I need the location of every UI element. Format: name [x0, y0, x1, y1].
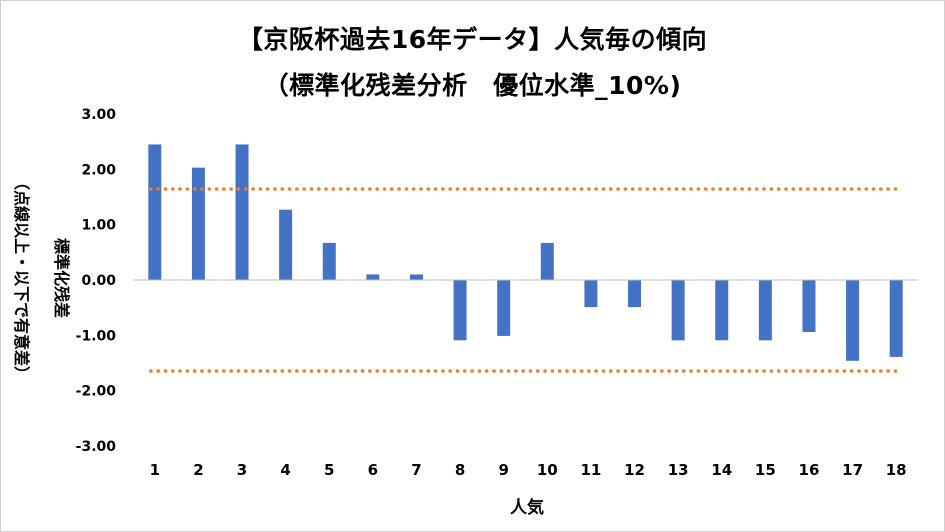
chart-subtitle: （標準化残差分析 優位水準_10%): [263, 71, 682, 100]
y-tick-label: 0.00: [81, 273, 116, 289]
bar: [191, 167, 205, 280]
x-axis-label: 人気: [510, 497, 544, 518]
x-tick-label: 7: [411, 461, 421, 479]
y-tick-label: 2.00: [81, 162, 116, 178]
bar: [409, 274, 423, 280]
bar: [889, 280, 903, 357]
y-tick-label: 3.00: [81, 107, 116, 123]
x-tick-label: 2: [193, 461, 203, 479]
x-tick-label: 14: [711, 461, 732, 479]
chart-title: 【京阪杯過去16年データ】人気毎の傾向: [237, 25, 708, 54]
bar: [366, 274, 380, 280]
bar: [322, 242, 336, 280]
bar: [540, 242, 554, 280]
bar: [671, 280, 685, 341]
y-axis-label-group: 標準化残差 （点線以上・以下で有意差）: [12, 174, 71, 382]
y-tick-label: -1.00: [76, 328, 117, 344]
x-tick-label: 6: [368, 461, 378, 479]
x-tick-label: 5: [324, 461, 334, 479]
x-tick-label: 4: [280, 461, 290, 479]
x-tick-label: 13: [668, 461, 689, 479]
bar: [846, 280, 860, 361]
x-tick-label: 3: [237, 461, 247, 479]
bar: [628, 280, 642, 308]
x-tick-label: 1: [150, 461, 160, 479]
y-tick-label: -3.00: [76, 439, 117, 455]
bar: [235, 144, 249, 280]
bar: [715, 280, 729, 341]
bar: [497, 280, 511, 336]
bar: [758, 280, 772, 341]
bar: [279, 209, 293, 280]
x-tick-label: 18: [886, 461, 907, 479]
x-tick-label: 9: [498, 461, 508, 479]
x-tick-label: 10: [537, 461, 558, 479]
x-tick-label: 8: [455, 461, 465, 479]
x-tick-label: 15: [755, 461, 776, 479]
x-tick-label: 17: [842, 461, 863, 479]
y-tick-label: 1.00: [81, 218, 116, 234]
y-axis-label: 標準化残差: [52, 238, 71, 318]
bar: [148, 144, 162, 280]
x-tick-label: 11: [580, 461, 601, 479]
bar: [584, 280, 598, 308]
x-tick-label: 16: [799, 461, 820, 479]
bar: [453, 280, 467, 341]
x-tick-label: 12: [624, 461, 645, 479]
y-axis-sublabel: （点線以上・以下で有意差）: [12, 174, 31, 382]
bar: [802, 280, 816, 333]
y-tick-label: -2.00: [76, 384, 117, 400]
